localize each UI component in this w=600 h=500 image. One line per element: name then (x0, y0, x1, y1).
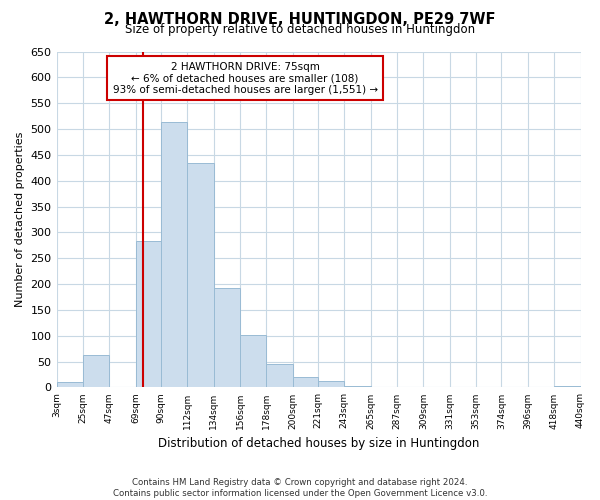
X-axis label: Distribution of detached houses by size in Huntingdon: Distribution of detached houses by size … (158, 437, 479, 450)
Bar (318, 381, 344, 388)
Bar (83, 355, 109, 388)
Text: 2, HAWTHORN DRIVE, HUNTINGDON, PE29 7WF: 2, HAWTHORN DRIVE, HUNTINGDON, PE29 7WF (104, 12, 496, 28)
Text: Size of property relative to detached houses in Huntingdon: Size of property relative to detached ho… (125, 22, 475, 36)
Bar (56, 382, 83, 388)
Bar (136, 241, 161, 388)
Bar (293, 377, 318, 388)
Bar (344, 386, 371, 388)
Bar (554, 386, 581, 388)
Bar (214, 288, 240, 388)
Bar (187, 162, 214, 388)
Text: 2 HAWTHORN DRIVE: 75sqm
← 6% of detached houses are smaller (108)
93% of semi-de: 2 HAWTHORN DRIVE: 75sqm ← 6% of detached… (113, 62, 378, 95)
Text: Contains HM Land Registry data © Crown copyright and database right 2024.
Contai: Contains HM Land Registry data © Crown c… (113, 478, 487, 498)
Y-axis label: Number of detached properties: Number of detached properties (15, 132, 25, 307)
Bar (266, 364, 293, 388)
Bar (240, 335, 266, 388)
Bar (161, 122, 187, 388)
